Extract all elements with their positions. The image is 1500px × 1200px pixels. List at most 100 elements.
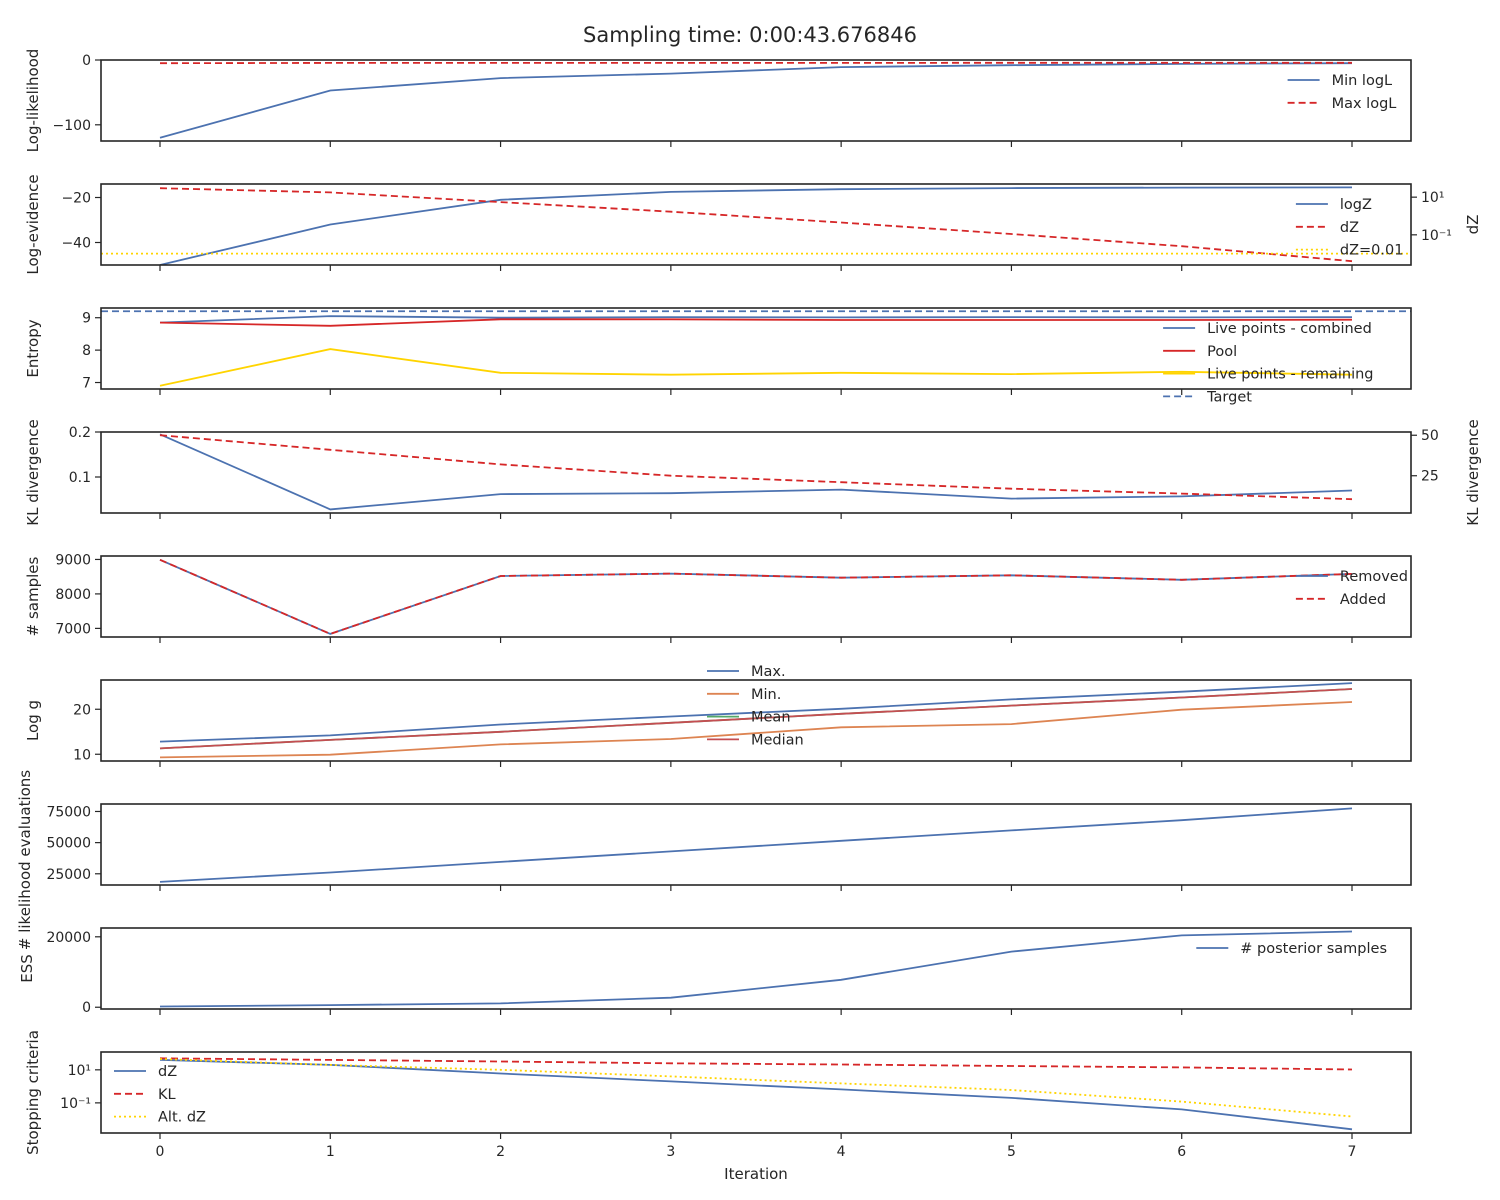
legend-label: dZ (1340, 220, 1359, 236)
series-line-0 (159, 930, 1353, 1008)
legend-label: Added (1340, 592, 1386, 608)
x-tick-label: 0 (156, 1144, 165, 1160)
plot-area (159, 61, 1353, 139)
y-tick-label: 50000 (46, 836, 91, 852)
axes-frame (100, 307, 1412, 390)
series-line-1 (159, 701, 1353, 759)
series-line-2 (159, 348, 1353, 387)
y-tick-label: 20000 (46, 930, 91, 946)
legend-label: Median (751, 732, 804, 748)
legend-label: Pool (1207, 344, 1237, 360)
axes-frame (100, 927, 1412, 1010)
y2-tick-label: 10⁻¹ (1421, 228, 1452, 244)
plot-area (159, 1057, 1353, 1131)
y-tick-label: 75000 (46, 804, 91, 820)
series-line-3 (159, 688, 1353, 750)
legend-label: Mean (751, 710, 791, 726)
x-tick-label: 7 (1348, 1144, 1357, 1160)
axes-frame (100, 183, 1412, 266)
plot-area (159, 807, 1353, 883)
y-tick-label: 0 (82, 1000, 91, 1016)
panel-0: 0 −100 Log-likelihood Min logL Max logL (24, 49, 1412, 153)
series-line-0 (159, 682, 1353, 743)
legend-label: logZ (1340, 197, 1372, 213)
axes-frame (100, 679, 1412, 762)
y-tick-label: 9000 (55, 552, 91, 568)
y-tick-label: 7000 (55, 621, 91, 637)
legend-label: Live points - remaining (1207, 367, 1373, 383)
y2-tick-label: 25 (1421, 469, 1439, 485)
legend-label: # posterior samples (1240, 941, 1387, 957)
legend-label: Alt. dZ (158, 1110, 206, 1126)
y-axis-label: Entropy (24, 319, 42, 377)
series-line-0 (159, 1059, 1353, 1131)
y-tick-label: 10⁻¹ (60, 1096, 91, 1112)
y-axis-label: Stopping criteria (24, 1030, 42, 1155)
y-axis-label: Log g (24, 700, 42, 741)
y-tick-label: 8 (82, 343, 91, 359)
y-axis-label: Log-evidence (24, 174, 42, 274)
plot-area (101, 310, 1411, 387)
y-axis-label: KL divergence (24, 419, 42, 525)
panel-6: 75000 50000 25000 # likelihood evaluations (16, 770, 1412, 950)
y-tick-label: 25000 (46, 867, 91, 883)
series-line-0 (159, 62, 1353, 139)
panel-7: 20000 0 ESS # posterior samples (18, 927, 1412, 1016)
series-line-0 (159, 315, 1353, 324)
axes-frame (100, 555, 1412, 638)
y-tick-label: 7 (82, 376, 91, 392)
series-line-1 (159, 434, 1353, 501)
series-line-0 (159, 433, 1353, 511)
legend-label: Live points - combined (1207, 321, 1372, 337)
y-tick-label: 10¹ (68, 1063, 91, 1079)
series-line-1 (159, 187, 1353, 263)
series-line-1 (159, 558, 1353, 635)
axes-frame (100, 1051, 1412, 1134)
y-tick-label: 20 (73, 702, 91, 718)
panel-3: 0.2 0.1 50 25 KL divergence KL divergence (24, 419, 1482, 525)
y-tick-label: 0 (82, 53, 91, 69)
x-tick-label: 3 (666, 1144, 675, 1160)
y-axis-label: # samples (24, 556, 42, 636)
y-tick-label: −100 (53, 118, 91, 134)
plot-area (159, 930, 1353, 1008)
x-tick-label: 1 (326, 1144, 335, 1160)
figure-title: Sampling time: 0:00:43.676846 (583, 23, 917, 47)
y-tick-label: 9 (82, 311, 91, 327)
series-line-0 (159, 186, 1353, 265)
y2-tick-label: 50 (1421, 428, 1439, 444)
plot-area (159, 433, 1353, 511)
y-tick-label: 8000 (55, 587, 91, 603)
axes-frame (100, 431, 1412, 514)
legend-label: Min logL (1332, 73, 1393, 89)
plot-area (101, 186, 1411, 265)
legend-label: Max. (751, 664, 786, 680)
plot-area (159, 558, 1353, 635)
x-tick-label: 6 (1177, 1144, 1186, 1160)
y2-axis-label: dZ (1464, 215, 1482, 235)
y-axis-label: Log-likelihood (24, 49, 42, 153)
y2-tick-label: 10¹ (1421, 190, 1444, 206)
panel-1: −20 −40 10¹ 10⁻¹ Log-evidence dZ logZ dZ dZ=0.01 (24, 174, 1482, 274)
panel-5: 20 10 Log g Max. Min. Mean Median (24, 664, 1412, 767)
series-line-0 (159, 807, 1353, 883)
legend-label: Min. (751, 687, 781, 703)
y-tick-label: 0.2 (69, 425, 91, 441)
plot-area (159, 682, 1353, 759)
legend-label: dZ (158, 1064, 177, 1080)
legend-label: Target (1206, 389, 1252, 405)
x-tick-label: 4 (837, 1144, 846, 1160)
y-axis-label: ESS (18, 954, 36, 983)
legend-label: Max logL (1332, 96, 1397, 112)
y-tick-label: 0.1 (69, 470, 91, 486)
panel-4: 9000 8000 7000 # samples Removed Added (24, 552, 1412, 643)
panel-8: 0 1 2 3 4 5 6 7 10¹ 10⁻¹ Stopping criteria dZ KL Alt.… (24, 1030, 1412, 1160)
axes-frame (100, 803, 1412, 886)
y2-axis-label: KL divergence (1464, 419, 1482, 525)
legend-label: KL (158, 1087, 176, 1103)
legend-label: dZ=0.01 (1340, 243, 1404, 259)
series-line-1 (159, 1057, 1353, 1071)
y-tick-label: −20 (61, 191, 91, 207)
y-tick-label: −40 (61, 236, 91, 252)
